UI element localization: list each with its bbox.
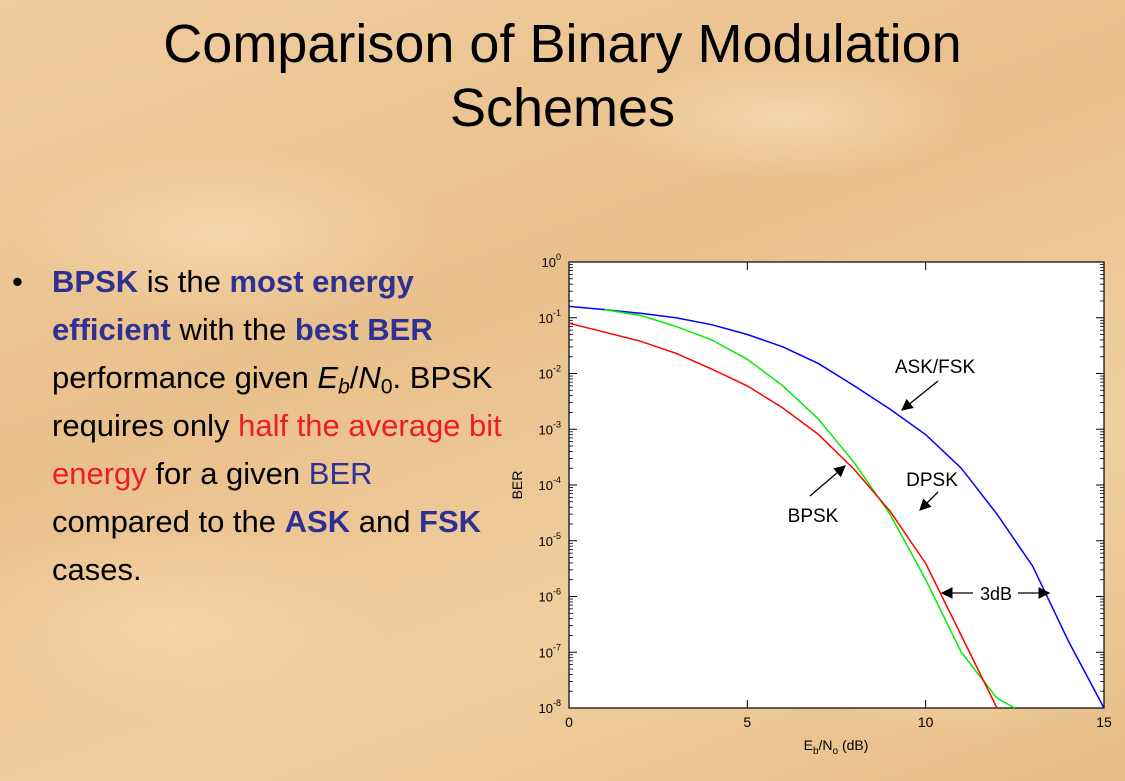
bullet-marker: • <box>12 264 23 299</box>
eb-slash: / <box>349 360 359 395</box>
x-tick-label: 0 <box>565 714 573 730</box>
bullet-text-11: compared to the <box>52 504 285 539</box>
eb-b: b <box>338 375 350 399</box>
y-tick-label: 10-6 <box>539 587 561 605</box>
annotation-3db: 3dB <box>980 584 1012 604</box>
x-tick-label: 10 <box>918 714 934 730</box>
bullet-text-ber: BER <box>308 456 373 491</box>
bullet-text-fsk: FSK <box>419 504 482 539</box>
bullet-text-half-energy: half the average bit energy <box>52 408 502 491</box>
eb-n: N <box>358 360 381 395</box>
y-tick-label: 10-3 <box>539 419 561 437</box>
curves <box>568 305 1105 709</box>
plot-area <box>568 261 1105 709</box>
bullet-text-13: and <box>350 504 420 539</box>
bullet-text-9: for a given <box>146 456 309 491</box>
bullet-text-most-energy-efficient: most energy efficient <box>52 264 414 347</box>
y-tick-label: 100 <box>542 252 561 270</box>
series-bpsk <box>568 322 998 709</box>
arrow-dpsk <box>919 491 939 511</box>
bullet-text-15: cases. <box>52 552 142 587</box>
y-axis-label: BER <box>509 471 525 500</box>
annotation-dpsk: DPSK <box>906 470 958 491</box>
y-tick-label: 10-8 <box>539 698 561 716</box>
bullet-text-bpsk: BPSK <box>52 264 139 299</box>
arrow-ask-fsk <box>901 380 939 411</box>
title-line-2: Schemes <box>449 78 676 138</box>
bullet-text-best-ber: best BER <box>294 312 433 347</box>
bullet-text-7: . BPSK requires only <box>52 360 493 443</box>
annotation-bpsk: BPSK <box>788 506 839 527</box>
x-tick-label: 15 <box>1096 714 1112 730</box>
ber-chart: 100 10-1 10-2 10-3 10-4 10-5 10-6 10-7 10-80 5 10 1… <box>509 252 1112 757</box>
series-dpsk <box>604 308 1016 709</box>
bullet-point: • BPSK is the most energy efficient with… <box>12 258 512 594</box>
axis-ticks <box>568 261 1105 709</box>
bullet-text-6: performance given <box>52 360 318 395</box>
bullet-paragraph: BPSK is the most energy efficient with t… <box>52 258 512 594</box>
annotation-ask-fsk: ASK/FSK <box>895 357 976 378</box>
y-tick-label: 10-7 <box>539 642 561 660</box>
x-axis-label: Eb/No (dB) <box>804 737 869 757</box>
eb-zero: 0 <box>380 375 393 399</box>
arrow-bpsk <box>809 465 846 497</box>
series-ask-fsk <box>568 305 1105 709</box>
eb-e: E <box>317 360 339 395</box>
slide-title: Comparison of Binary Modulation Schemes <box>0 12 1125 140</box>
title-line-1: Comparison of Binary Modulation <box>163 14 962 74</box>
x-tick-label: 5 <box>743 714 751 730</box>
y-tick-label: 10-1 <box>539 308 561 326</box>
y-tick-label: 10-5 <box>539 531 561 549</box>
tick-labels: 100 10-1 10-2 10-3 10-4 10-5 10-6 10-7 10-80 5 10 1… <box>539 252 1112 730</box>
y-tick-label: 10-2 <box>539 364 561 382</box>
y-tick-label: 10-4 <box>539 475 561 493</box>
bullet-text-ask: ASK <box>284 504 351 539</box>
bullet-text-2: is the <box>138 264 230 299</box>
bullet-text-4: with the <box>170 312 295 347</box>
